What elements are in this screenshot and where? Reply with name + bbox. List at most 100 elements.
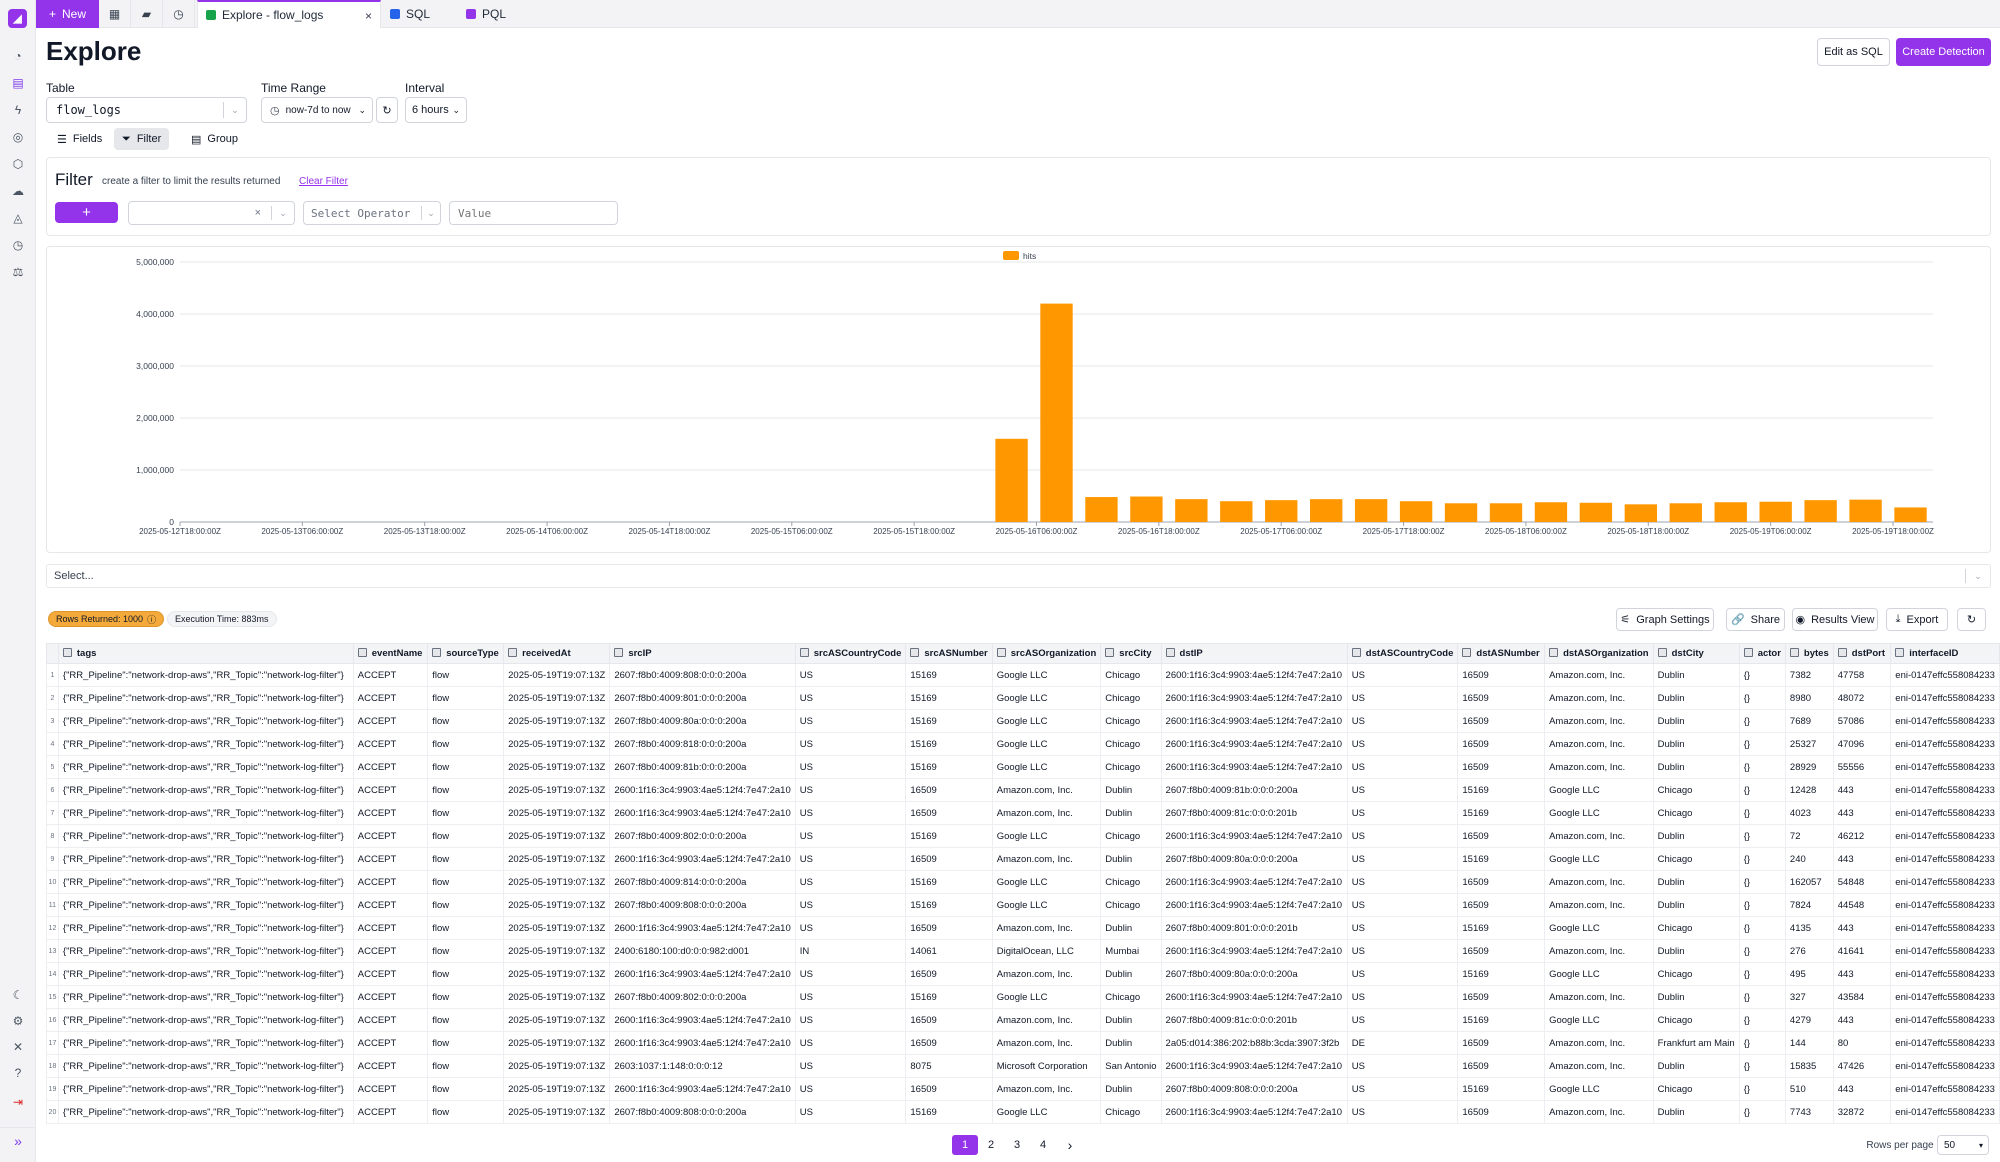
column-header-srcCity[interactable]: srcCity [1100, 643, 1162, 664]
moon-icon[interactable]: ☾ [12, 988, 24, 1002]
history-icon[interactable]: ◷ [12, 238, 24, 252]
tools-icon[interactable]: ✕ [12, 1040, 24, 1054]
next-page-icon[interactable]: › [1067, 1137, 1073, 1153]
table-row[interactable]: 17 {"RR_Pipeline":"network-drop-aws","RR_… [46, 1031, 2000, 1055]
histogram-bar[interactable] [1579, 502, 1613, 522]
histogram-bar[interactable] [1849, 499, 1882, 522]
histogram-bar[interactable] [1759, 501, 1792, 522]
legend-label[interactable]: hits [1023, 251, 1036, 261]
folder-icon[interactable]: ▰ [131, 0, 163, 28]
histogram-bar[interactable] [1804, 500, 1837, 522]
histogram-bar[interactable] [1310, 499, 1343, 522]
tab-pql[interactable]: PQL [458, 0, 534, 28]
interval-select[interactable]: 6 hours ⌄ [405, 97, 467, 123]
new-button[interactable]: + New [36, 0, 99, 28]
table-row[interactable]: 12 {"RR_Pipeline":"network-drop-aws","RR_… [46, 916, 2000, 940]
table-icon[interactable]: ▦ [99, 0, 131, 28]
histogram-bar[interactable] [1399, 501, 1433, 522]
settings-icon[interactable]: ⚙ [12, 1014, 24, 1028]
page-3-button[interactable]: 3 [1013, 1139, 1021, 1151]
column-header-dstASOrganization[interactable]: dstASOrganization [1544, 643, 1654, 664]
filter-field-select[interactable]: × ⌄ [128, 201, 295, 225]
help-icon[interactable]: ? [14, 1066, 22, 1080]
column-header-srcASOrganization[interactable]: srcASOrganization [991, 643, 1102, 664]
clear-field-icon[interactable]: × [254, 207, 261, 219]
table-row[interactable]: 5 {"RR_Pipeline":"network-drop-aws","RR_T… [46, 755, 2000, 779]
tab-sql[interactable]: SQL [382, 0, 458, 28]
table-row[interactable]: 6 {"RR_Pipeline":"network-drop-aws","RR_T… [46, 778, 2000, 802]
column-select[interactable]: Select... ⌄ [46, 564, 1991, 588]
rows-per-page-select[interactable]: 50 ▾ [1937, 1135, 1989, 1155]
scale-icon[interactable]: ⚖ [12, 265, 24, 279]
edit-as-sql-button[interactable]: Edit as SQL [1817, 38, 1890, 66]
histogram-bar[interactable] [995, 438, 1028, 522]
add-filter-button[interactable]: + [55, 202, 118, 223]
histogram-bar[interactable] [1130, 496, 1163, 522]
table-row[interactable]: 9 {"RR_Pipeline":"network-drop-aws","RR_T… [46, 847, 2000, 871]
table-row[interactable]: 2 {"RR_Pipeline":"network-drop-aws","RR_T… [46, 686, 2000, 710]
refresh-results-button[interactable]: ↻ [1957, 608, 1986, 631]
column-header-dstCity[interactable]: dstCity [1652, 643, 1740, 664]
column-header-dstASCountryCode[interactable]: dstASCountryCode [1346, 643, 1459, 664]
filter-tab[interactable]: ⏷ Filter [114, 128, 170, 150]
histogram-bar[interactable] [1894, 507, 1927, 522]
histogram-bar[interactable] [1040, 303, 1073, 522]
table-row[interactable]: 19 {"RR_Pipeline":"network-drop-aws","RR_… [46, 1077, 2000, 1101]
column-header-bytes[interactable]: bytes [1784, 643, 1834, 664]
table-row[interactable]: 14 {"RR_Pipeline":"network-drop-aws","RR_… [46, 962, 2000, 986]
histogram-bar[interactable] [1624, 504, 1658, 522]
table-row[interactable]: 7 {"RR_Pipeline":"network-drop-aws","RR_T… [46, 801, 2000, 825]
lightning-icon[interactable]: ϟ [14, 103, 22, 117]
histogram-bar[interactable] [1714, 502, 1747, 522]
histogram-bar[interactable] [1220, 501, 1253, 522]
group-tab[interactable]: ▤ Group [183, 128, 246, 150]
table-row[interactable]: 20 {"RR_Pipeline":"network-drop-aws","RR_… [46, 1100, 2000, 1124]
page-2-button[interactable]: 2 [987, 1139, 995, 1151]
column-header-srcASNumber[interactable]: srcASNumber [905, 643, 993, 664]
refresh-time-button[interactable]: ↻ [376, 97, 398, 123]
column-header-tags[interactable]: tags [57, 643, 354, 664]
table-row[interactable]: 4 {"RR_Pipeline":"network-drop-aws","RR_T… [46, 732, 2000, 756]
close-tab-icon[interactable]: × [364, 9, 372, 23]
database-icon[interactable]: ◎ [12, 130, 24, 144]
bell-icon[interactable]: ◬ [13, 211, 23, 225]
fields-tab[interactable]: ☰ Fields [49, 128, 110, 150]
column-header-sourceType[interactable]: sourceType [427, 643, 505, 664]
table-row[interactable]: 1 {"RR_Pipeline":"network-drop-aws","RR_T… [46, 663, 2000, 687]
value-input[interactable] [449, 201, 618, 225]
share-button[interactable]: 🔗 Share [1726, 608, 1785, 631]
column-header-srcASCountryCode[interactable]: srcASCountryCode [794, 643, 907, 664]
tab-explore[interactable]: Explore - flow_logs × [197, 0, 381, 28]
table-select[interactable]: flow_logs ⌄ [46, 97, 247, 123]
clear-filter-link[interactable]: Clear Filter [299, 176, 348, 187]
column-header-receivedAt[interactable]: receivedAt [503, 643, 611, 664]
column-header-dstASNumber[interactable]: dstASNumber [1457, 643, 1546, 664]
column-header-srcIP[interactable]: srcIP [609, 643, 796, 664]
histogram-bar[interactable] [1489, 503, 1523, 522]
histogram-bar[interactable] [1534, 502, 1568, 522]
column-header-dstIP[interactable]: dstIP [1160, 643, 1348, 664]
clock-icon[interactable]: ◷ [163, 0, 195, 28]
page-4-button[interactable]: 4 [1039, 1139, 1047, 1151]
logout-icon[interactable]: ⇥ [12, 1095, 24, 1109]
histogram-bar[interactable] [1085, 497, 1118, 522]
page-1-button[interactable]: 1 [952, 1135, 978, 1155]
graph-settings-button[interactable]: ⚟ Graph Settings [1616, 608, 1714, 631]
app-logo[interactable]: ◢ [8, 9, 27, 28]
package-icon[interactable]: ⬡ [12, 157, 24, 171]
table-row[interactable]: 11 {"RR_Pipeline":"network-drop-aws","RR_… [46, 893, 2000, 917]
histogram-bar[interactable] [1175, 499, 1208, 522]
column-header-actor[interactable]: actor [1738, 643, 1786, 664]
time-range-select[interactable]: ◷ now-7d to now ⌄ [261, 97, 373, 123]
table-row[interactable]: 8 {"RR_Pipeline":"network-drop-aws","RR_T… [46, 824, 2000, 848]
column-header-interfaceID[interactable]: interfaceID [1890, 643, 2000, 664]
dashboard-icon[interactable]: ◔ [14, 49, 22, 63]
histogram-bar[interactable] [1669, 503, 1702, 522]
histogram-bar[interactable] [1354, 499, 1388, 522]
column-header-dstPort[interactable]: dstPort [1832, 643, 1892, 664]
export-button[interactable]: ⤓ Export [1886, 608, 1948, 631]
explore-map-icon[interactable]: ▤ [12, 76, 24, 90]
histogram-bar[interactable] [1444, 503, 1478, 522]
column-header-eventName[interactable]: eventName [352, 643, 429, 664]
table-row[interactable]: 16 {"RR_Pipeline":"network-drop-aws","RR_… [46, 1008, 2000, 1032]
